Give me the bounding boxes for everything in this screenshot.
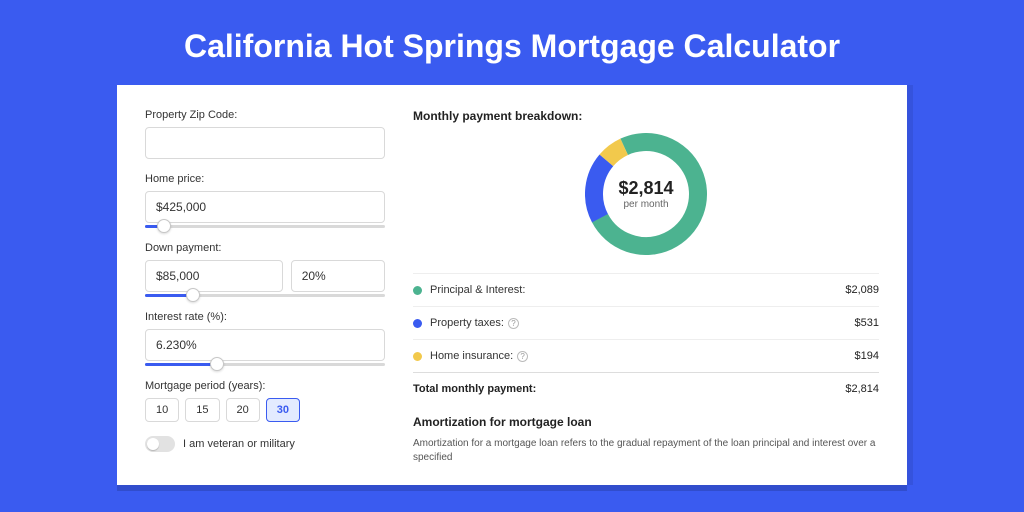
legend-row-home_insurance: Home insurance:?$194 (413, 340, 879, 373)
zip-label: Property Zip Code: (145, 109, 385, 121)
home-price-slider[interactable] (145, 225, 385, 228)
veteran-toggle-row: I am veteran or military (145, 436, 385, 452)
interest-rate-slider-thumb[interactable] (210, 357, 224, 371)
legend-dot (413, 286, 422, 295)
zip-input[interactable] (145, 127, 385, 159)
mortgage-period-option-20[interactable]: 20 (226, 398, 260, 422)
legend-value: $2,089 (845, 284, 879, 296)
total-value: $2,814 (845, 383, 879, 395)
breakdown-title: Monthly payment breakdown: (413, 109, 879, 123)
total-label: Total monthly payment: (413, 383, 845, 395)
down-payment-field-block: Down payment: (145, 242, 385, 297)
info-icon[interactable]: ? (508, 318, 519, 329)
form-column: Property Zip Code: Home price: Down paym… (145, 109, 385, 461)
donut-sub: per month (618, 199, 673, 210)
legend-row-property_taxes: Property taxes:?$531 (413, 307, 879, 340)
interest-rate-input[interactable] (145, 329, 385, 361)
home-price-label: Home price: (145, 173, 385, 185)
down-payment-slider[interactable] (145, 294, 385, 297)
zip-field-block: Property Zip Code: (145, 109, 385, 159)
donut-amount: $2,814 (618, 178, 673, 199)
total-row: Total monthly payment: $2,814 (413, 373, 879, 409)
breakdown-column: Monthly payment breakdown: $2,814 per mo… (413, 109, 879, 461)
veteran-toggle[interactable] (145, 436, 175, 452)
legend-list: Principal & Interest:$2,089Property taxe… (413, 274, 879, 373)
amortization-title: Amortization for mortgage loan (413, 415, 879, 429)
info-icon[interactable]: ? (517, 351, 528, 362)
legend-row-principal_interest: Principal & Interest:$2,089 (413, 274, 879, 307)
legend-label: Home insurance:? (430, 350, 855, 362)
legend-label: Principal & Interest: (430, 284, 845, 296)
interest-rate-slider[interactable] (145, 363, 385, 366)
home-price-input[interactable] (145, 191, 385, 223)
veteran-toggle-label: I am veteran or military (183, 438, 295, 450)
donut-chart-wrap: $2,814 per month (413, 133, 879, 255)
mortgage-period-label: Mortgage period (years): (145, 380, 385, 392)
donut-center: $2,814 per month (618, 178, 673, 210)
interest-rate-label: Interest rate (%): (145, 311, 385, 323)
calculator-card: Property Zip Code: Home price: Down paym… (117, 85, 907, 485)
page-title: California Hot Springs Mortgage Calculat… (0, 0, 1024, 85)
legend-value: $194 (855, 350, 879, 362)
home-price-field-block: Home price: (145, 173, 385, 228)
down-payment-amount-input[interactable] (145, 260, 283, 292)
mortgage-period-option-15[interactable]: 15 (185, 398, 219, 422)
amortization-text: Amortization for a mortgage loan refers … (413, 437, 879, 465)
mortgage-period-field-block: Mortgage period (years): 1015 2030 (145, 380, 385, 422)
legend-value: $531 (855, 317, 879, 329)
interest-rate-field-block: Interest rate (%): (145, 311, 385, 366)
mortgage-period-options: 1015 2030 (145, 398, 385, 422)
down-payment-slider-thumb[interactable] (186, 288, 200, 302)
donut-chart: $2,814 per month (585, 133, 707, 255)
legend-dot (413, 319, 422, 328)
down-payment-percent-input[interactable] (291, 260, 385, 292)
down-payment-label: Down payment: (145, 242, 385, 254)
mortgage-period-option-30[interactable]: 30 (266, 398, 300, 422)
mortgage-period-option-10[interactable]: 10 (145, 398, 179, 422)
legend-dot (413, 352, 422, 361)
home-price-slider-thumb[interactable] (157, 219, 171, 233)
legend-label: Property taxes:? (430, 317, 855, 329)
